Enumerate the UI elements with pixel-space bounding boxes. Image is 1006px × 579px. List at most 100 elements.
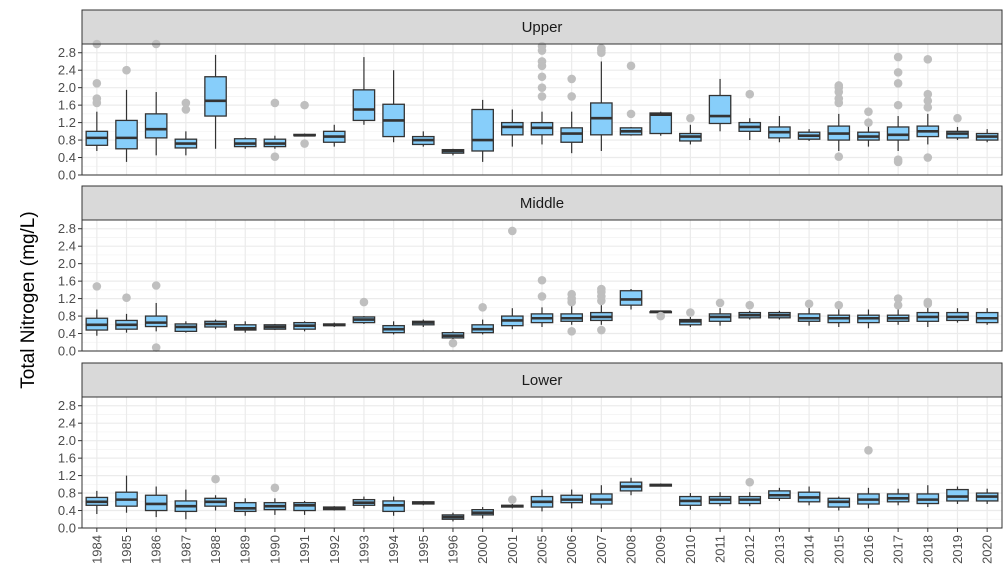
outlier-point [478, 303, 487, 312]
outlier-point [151, 343, 161, 352]
y-tick-label: 2.4 [58, 239, 76, 254]
box-2017 [886, 294, 910, 325]
y-tick-label: 2.4 [58, 63, 76, 78]
x-tick-label: 2000 [475, 535, 490, 564]
box-2018 [916, 54, 940, 162]
box-1994 [382, 496, 405, 516]
x-tick-label: 2006 [564, 535, 579, 564]
box-1987 [174, 321, 198, 333]
box-1989 [233, 137, 257, 149]
outlier-point [537, 57, 547, 66]
box-2009 [649, 111, 673, 136]
x-tick-label: 2015 [831, 535, 846, 564]
box-2018 [916, 485, 940, 508]
y-tick-label: 1.2 [58, 468, 76, 483]
box-1988 [204, 474, 227, 511]
box-2009 [649, 310, 673, 321]
box-1996 [441, 148, 465, 156]
box-iqr [144, 113, 168, 139]
outlier-point [893, 68, 903, 77]
x-tick-label: 2010 [683, 535, 698, 564]
box-2014 [797, 129, 821, 141]
outlier-point [537, 292, 547, 301]
y-tick-label: 1.2 [58, 115, 76, 130]
outlier-point [864, 118, 873, 127]
box-2017 [886, 488, 910, 506]
y-tick-label: 1.6 [58, 98, 76, 113]
box-1987 [174, 489, 198, 520]
outlier-point [626, 61, 636, 71]
outlier-point [211, 474, 220, 484]
box-2016 [857, 445, 880, 509]
box-1996 [441, 331, 465, 348]
box-2016 [857, 309, 880, 329]
panel-border [81, 43, 1003, 176]
x-tick-label: 2007 [594, 535, 609, 564]
outlier-point [448, 338, 458, 348]
box-1988 [204, 319, 227, 330]
box-2018 [916, 297, 940, 327]
box-2008 [619, 61, 643, 136]
outlier-point [893, 294, 903, 303]
box-2005 [530, 41, 554, 145]
box-2001 [500, 495, 524, 509]
box-iqr [144, 315, 168, 328]
outlier-point [122, 293, 131, 303]
box-iqr [708, 94, 732, 125]
y-axis-title: Total Nitrogen (mg/L) [18, 211, 39, 388]
outlier-point [151, 281, 161, 290]
box-2006 [560, 74, 584, 154]
facet-strip-label: Upper [522, 19, 563, 36]
x-tick-label: 2019 [950, 535, 965, 564]
x-tick-label: 1988 [208, 535, 223, 564]
box-2015 [827, 496, 851, 511]
outlier-point [923, 153, 933, 162]
box-2011 [708, 78, 732, 132]
x-tick-label: 1986 [149, 535, 164, 564]
outlier-point [686, 113, 695, 123]
box-1988 [204, 54, 227, 149]
x-tick-label: 2016 [861, 535, 876, 564]
box-2013 [768, 310, 791, 320]
box-2011 [708, 492, 732, 507]
outlier-point [834, 81, 844, 90]
box-1984 [85, 282, 109, 336]
outlier-point [92, 282, 102, 291]
box-iqr [886, 126, 910, 141]
outlier-point [834, 152, 844, 161]
box-iqr [115, 119, 138, 150]
y-tick-label: 0.0 [58, 344, 76, 359]
y-tick-label: 0.4 [58, 503, 76, 518]
x-tick-label: 1989 [238, 535, 253, 564]
box-1986 [144, 281, 168, 352]
box-1991 [293, 321, 316, 332]
box-1995 [411, 131, 435, 147]
x-tick-label: 2011 [713, 535, 728, 563]
box-2019 [946, 113, 969, 141]
box-1991 [293, 100, 316, 148]
outlier-point [537, 92, 547, 101]
box-iqr [619, 290, 643, 306]
outlier-point [270, 152, 280, 161]
outlier-point [537, 41, 547, 51]
outlier-point [537, 83, 547, 92]
facet-panel-middle: Middle 0.0 0.4 0.8 1.2 1.6 2.0 2.4 2.8 [58, 185, 1003, 359]
box-2007 [590, 44, 613, 151]
box-iqr [946, 488, 969, 502]
outlier-point [745, 300, 755, 310]
outlier-point [359, 297, 369, 307]
box-2001 [500, 109, 524, 147]
box-2000 [471, 507, 494, 519]
box-2012 [738, 300, 762, 320]
outlier-point [923, 54, 933, 64]
box-2000 [471, 303, 494, 335]
outlier-point [745, 477, 755, 487]
y-tick-label: 0.8 [58, 486, 76, 501]
box-1985 [115, 65, 138, 162]
outlier-point [92, 79, 102, 88]
box-2008 [619, 477, 643, 496]
panel-border [81, 219, 1003, 352]
x-tick-label: 1994 [386, 535, 401, 564]
box-2019 [946, 308, 969, 323]
box-iqr [500, 121, 524, 136]
